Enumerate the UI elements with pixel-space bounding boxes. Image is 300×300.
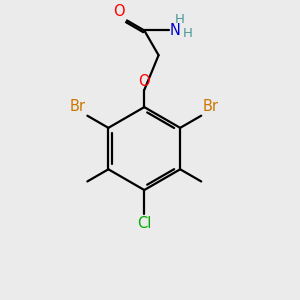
Text: Br: Br [70,99,86,114]
Text: H: H [183,27,193,40]
Text: O: O [113,4,125,19]
Text: N: N [169,23,180,38]
Text: Br: Br [203,99,219,114]
Text: Cl: Cl [137,216,152,231]
Text: H: H [175,13,184,26]
Text: O: O [139,74,150,89]
